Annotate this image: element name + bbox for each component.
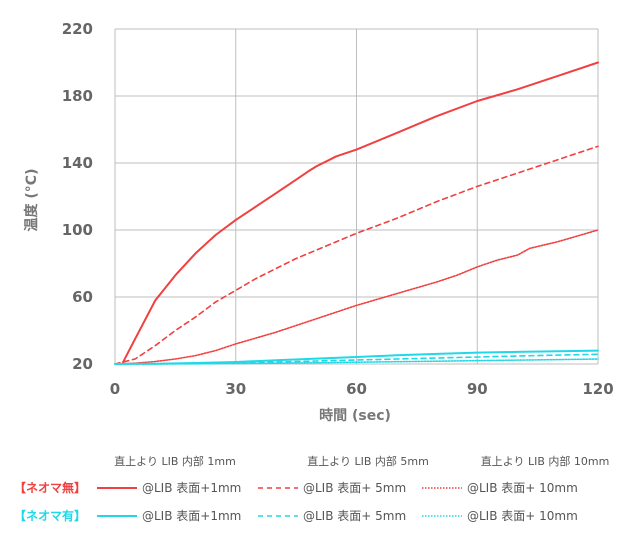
y-tick-labels: 20 60 100 140 180 220 xyxy=(62,20,93,373)
grid xyxy=(114,28,599,365)
y-tick-label: 140 xyxy=(62,154,93,172)
legend-column-header: 直上より LIB 内部 5mm xyxy=(307,454,429,468)
legend-entry-label: @LIB 表面+1mm xyxy=(142,509,241,523)
legend-entry-label: @LIB 表面+ 5mm xyxy=(303,481,406,495)
series-line-5 xyxy=(114,358,599,365)
y-tick-label: 20 xyxy=(72,355,93,373)
y-tick-label: 60 xyxy=(72,288,93,306)
legend: 直上より LIB 内部 1mm 直上より LIB 内部 5mm 直上より LIB 内… xyxy=(14,454,609,523)
legend-column-header: 直上より LIB 内部 10mm xyxy=(481,454,610,468)
series-line-1 xyxy=(114,145,599,365)
series-line-0 xyxy=(122,61,599,364)
legend-entry-label: @LIB 表面+ 10mm xyxy=(467,481,578,495)
x-tick-labels: 0 30 60 90 120 xyxy=(110,380,614,398)
y-axis-title: 温度 (°C) xyxy=(23,169,40,232)
series-line-2 xyxy=(114,229,599,365)
x-axis-title: 時間 (sec) xyxy=(319,407,391,424)
y-tick-label: 220 xyxy=(62,20,93,38)
x-tick-label: 0 xyxy=(110,380,120,398)
y-tick-label: 180 xyxy=(62,87,93,105)
legend-entry-label: @LIB 表面+1mm xyxy=(142,481,241,495)
x-tick-label: 120 xyxy=(582,380,613,398)
legend-column-header: 直上より LIB 内部 1mm xyxy=(114,454,236,468)
series-lines xyxy=(114,61,599,365)
y-tick-label: 100 xyxy=(62,221,93,239)
legend-group-label: 【ネオマ無】 xyxy=(14,480,86,495)
x-tick-label: 90 xyxy=(467,380,488,398)
legend-group-label: 【ネオマ有】 xyxy=(14,508,86,523)
x-tick-label: 60 xyxy=(346,380,367,398)
x-tick-label: 30 xyxy=(225,380,246,398)
legend-entry-label: @LIB 表面+ 5mm xyxy=(303,509,406,523)
legend-entry-label: @LIB 表面+ 10mm xyxy=(467,509,578,523)
